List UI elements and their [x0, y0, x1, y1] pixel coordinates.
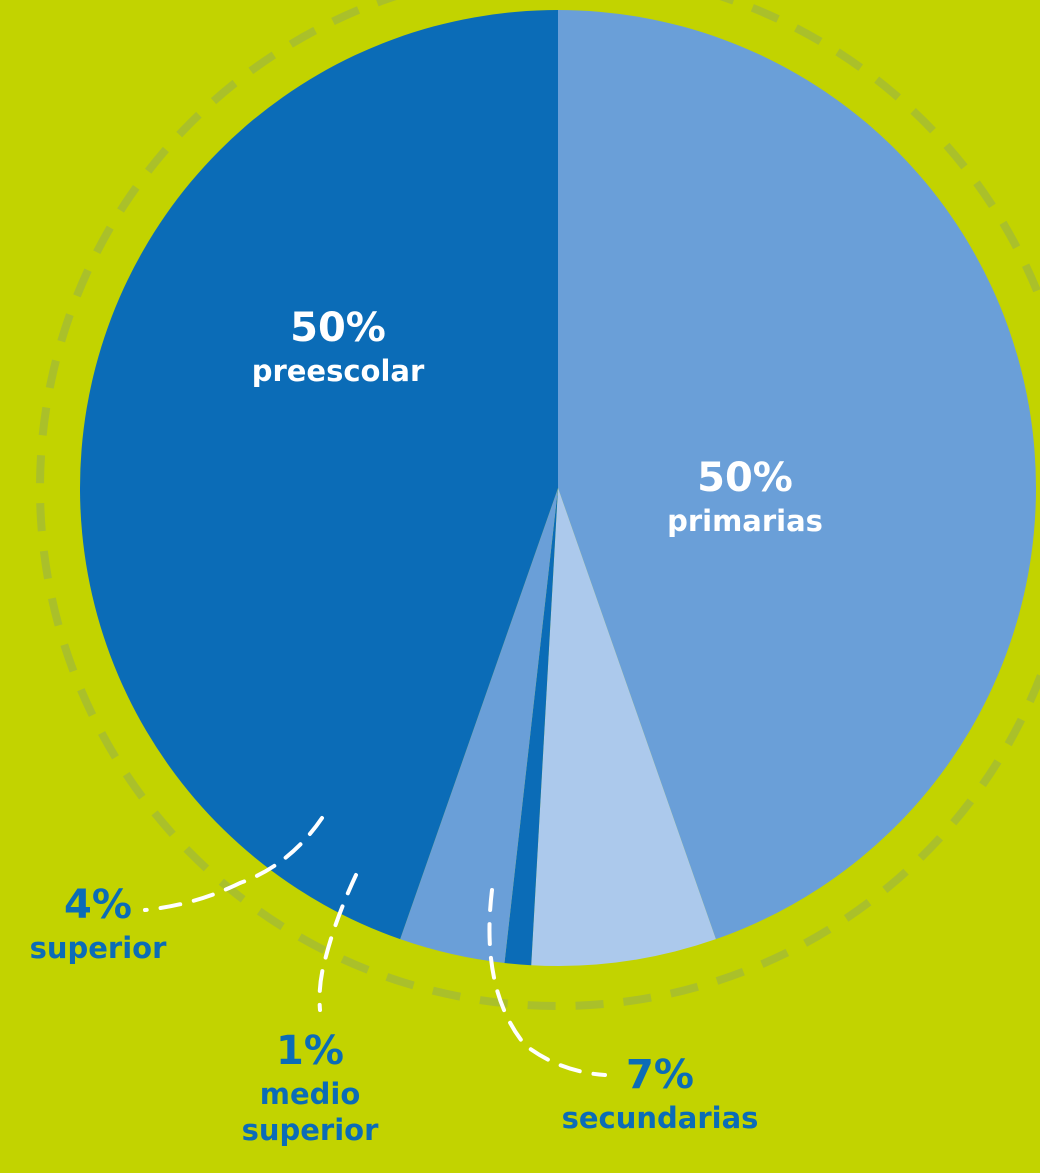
slice-pct-primarias: 50% [697, 455, 793, 501]
slice-medio-superior [504, 488, 558, 966]
slice-secundarias [531, 488, 716, 967]
slice-label-preescolar: 50% preescolar [218, 303, 458, 389]
leader-lines [143, 816, 607, 1077]
slice-name-superior: superior [29, 931, 167, 965]
leader-secundarias [487, 888, 607, 1077]
slice-pct-superior: 4% [64, 882, 132, 928]
slice-pct-medio-superior: 1% [276, 1028, 344, 1074]
slice-primarias [558, 10, 1036, 940]
slice-preescolar [80, 10, 558, 940]
slice-name-medio-superior: medio superior [241, 1077, 379, 1148]
slice-label-primarias: 50% primarias [625, 453, 865, 539]
pie-slices [80, 10, 1036, 967]
slice-name-preescolar: preescolar [251, 354, 425, 388]
slice-label-secundarias: 7% secundarias [545, 1050, 775, 1136]
slice-name-secundarias: secundarias [561, 1101, 759, 1135]
leader-superior [143, 816, 324, 912]
slice-name-primarias: primarias [667, 504, 823, 538]
slice-pct-secundarias: 7% [626, 1052, 694, 1098]
slice-label-superior: 4% superior [8, 880, 188, 966]
slice-label-medio-superior: 1% medio superior [215, 1026, 405, 1149]
slice-pct-preescolar: 50% [290, 305, 386, 351]
slice-superior [400, 488, 558, 963]
